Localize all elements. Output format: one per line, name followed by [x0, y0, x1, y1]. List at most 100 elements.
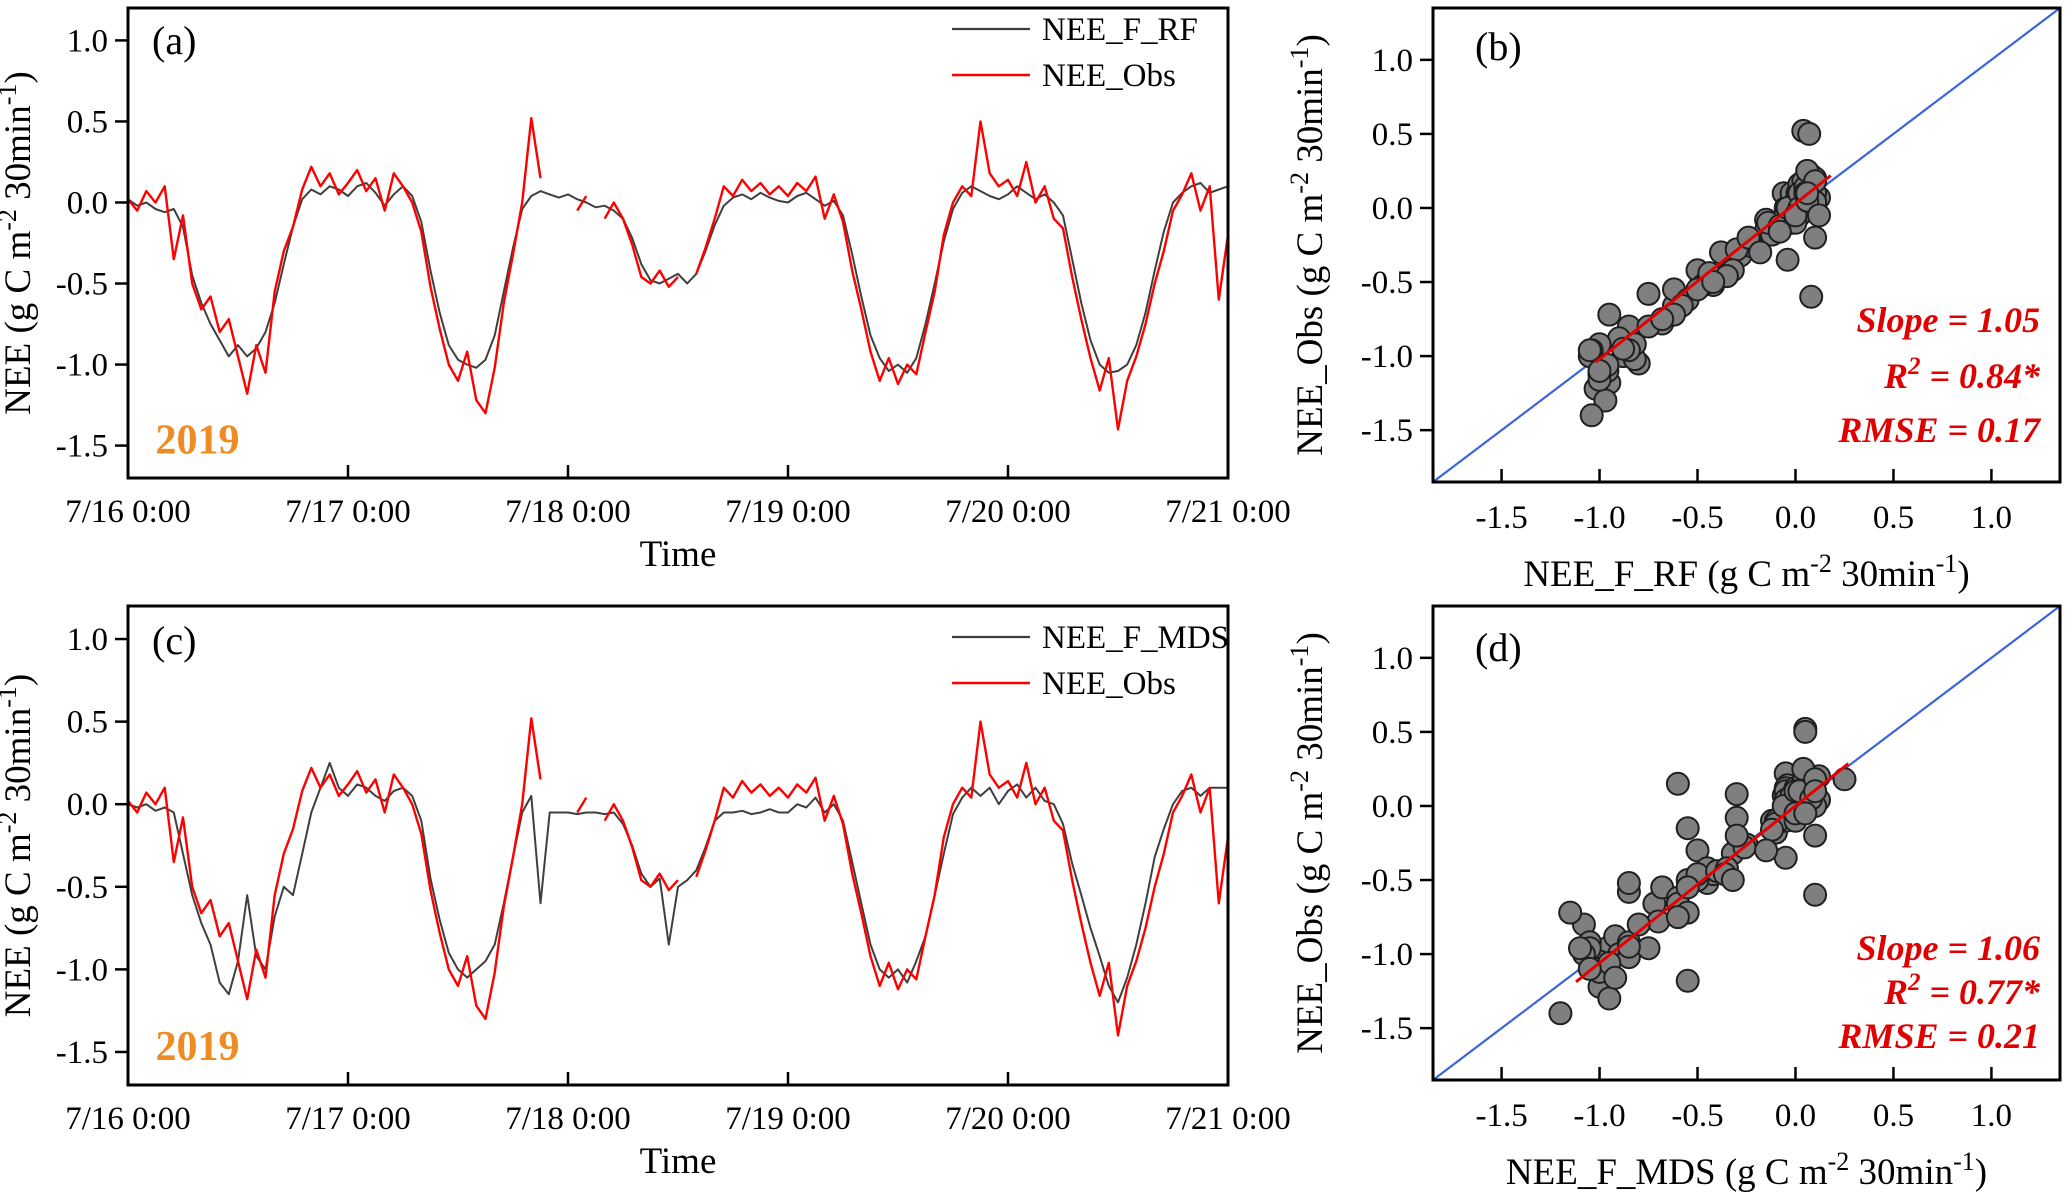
x-tick-label: 7/16 0:00	[65, 1101, 191, 1137]
x-tick-label: -1.5	[1475, 500, 1527, 536]
y-tick-label: 0.5	[67, 705, 108, 741]
x-tick-label: 7/21 0:00	[1165, 1101, 1291, 1137]
y-axis-title: NEE_Obs (g C m-2 30min-1)	[1285, 34, 1331, 456]
x-tick-label: 7/19 0:00	[725, 1101, 851, 1137]
plot-area	[1432, 7, 2061, 483]
scatter-point	[1797, 121, 1822, 146]
y-tick-label: -1.0	[56, 348, 108, 384]
x-tick-label: 7/20 0:00	[945, 494, 1071, 530]
scatter-point	[1597, 302, 1622, 327]
scatter-point	[1577, 338, 1602, 363]
legend-label: NEE_F_MDS	[1042, 620, 1229, 656]
legend-label: NEE_F_RF	[1042, 12, 1198, 48]
scatter-point	[1807, 203, 1831, 228]
y-tick-label: -0.5	[56, 267, 108, 303]
scatter-point	[1675, 875, 1700, 900]
y-axis-title: NEE (g C m-2 30min-1)	[0, 674, 39, 1017]
scatter-panel-d: -1.5 -1.0 -0.5 0.0 0.5 1.0 -1.5 -1.0 -0.5 0.0 0.5 1…	[1285, 604, 2062, 1193]
scatter-point	[1803, 823, 1828, 848]
panel-letter: (b)	[1475, 24, 1522, 69]
y-tick-label: -0.5	[56, 870, 108, 906]
scatter-point	[1793, 719, 1818, 744]
timeseries-panel-a: 7/16 0:00 7/17 0:00 7/18 0:00 7/19 0:00 7/20…	[0, 6, 1291, 575]
scatter-point	[1701, 270, 1726, 294]
y-tick-label: 0.0	[67, 185, 108, 221]
scatter-point	[1603, 965, 1628, 990]
scatter-points	[1577, 118, 1831, 428]
scatter-point	[1754, 838, 1779, 863]
scatter-point	[1665, 771, 1690, 796]
scatter-points	[1548, 716, 1857, 1026]
y-axis-title: NEE (g C m-2 30min-1)	[0, 71, 39, 414]
legend-label: NEE_Obs	[1042, 666, 1176, 702]
y-tick-label: 1.0	[1372, 43, 1413, 79]
x-tick-label: 7/21 0:00	[1165, 494, 1291, 530]
scatter-point	[1724, 823, 1749, 848]
scatter-point	[1548, 1001, 1573, 1026]
scatter-point	[1665, 905, 1690, 930]
x-tick-label: -1.0	[1573, 1098, 1625, 1134]
plot-area	[127, 117, 1230, 431]
y-tick-label: 1.0	[67, 622, 108, 658]
x-tick-label: 7/20 0:00	[945, 1101, 1071, 1137]
y-tick-label: -1.5	[1361, 413, 1413, 449]
y-tick-label: -1.5	[56, 429, 108, 465]
legend-label: NEE_Obs	[1042, 58, 1176, 94]
scatter-point	[1587, 358, 1612, 383]
legend: NEE_F_RF NEE_Obs	[952, 12, 1198, 94]
series-nee_f_rf	[127, 182, 1229, 374]
y-tick-label: -1.0	[1361, 339, 1413, 375]
scatter-point	[1803, 882, 1828, 907]
x-axis-title: Time	[640, 534, 717, 575]
plot-area	[1432, 605, 2061, 1081]
y-tick-label: 0.0	[1372, 191, 1413, 227]
y-tick-label: -0.5	[1361, 265, 1413, 301]
axes: -1.5 -1.0 -0.5 0.0 0.5 1.0 -1.5 -1.0 -0.5 0.0 0.5 1…	[1361, 604, 2062, 1134]
scatter-point	[1597, 986, 1622, 1011]
y-axis-title: NEE_Obs (g C m-2 30min-1)	[1285, 632, 1331, 1054]
scatter-point	[1724, 782, 1749, 807]
y-tick-label: 0.0	[1372, 789, 1413, 825]
x-axis-title: NEE_F_RF (g C m-2 30min-1)	[1523, 549, 1969, 595]
panel-letter: (d)	[1475, 625, 1522, 670]
x-tick-label: 0.5	[1873, 1098, 1914, 1134]
y-tick-label: 0.5	[1372, 117, 1413, 153]
x-tick-label: 7/18 0:00	[505, 494, 631, 530]
x-axis-title: Time	[640, 1141, 717, 1182]
y-tick-label: -1.5	[56, 1035, 108, 1071]
x-tick-label: -0.5	[1671, 1098, 1723, 1134]
scatter-point	[1616, 871, 1641, 895]
year-label: 2019	[156, 418, 240, 464]
y-tick-label: 1.0	[67, 23, 108, 59]
y-tick-label: 0.5	[67, 104, 108, 140]
scatter-point	[1803, 225, 1828, 250]
x-tick-label: -1.0	[1573, 500, 1625, 536]
x-tick-label: 7/17 0:00	[285, 494, 411, 530]
scatter-panel-b: -1.5 -1.0 -0.5 0.0 0.5 1.0 -1.5 -1.0 -0.5 0.0 0.5 1…	[1285, 6, 2062, 595]
scatter-point	[1793, 801, 1818, 826]
x-tick-label: 0.0	[1775, 500, 1816, 536]
panel-letter: (c)	[152, 618, 196, 663]
series-nee_obs	[127, 117, 1230, 431]
stats-line: Slope = 1.06	[1856, 928, 2040, 968]
x-axis-title: NEE_F_MDS (g C m-2 30min-1)	[1506, 1147, 1987, 1193]
regression-line	[1594, 174, 1832, 364]
y-tick-label: -1.0	[56, 952, 108, 988]
y-tick-label: 0.5	[1372, 715, 1413, 751]
regression-line	[1575, 762, 1850, 983]
x-tick-label: 7/16 0:00	[65, 494, 191, 530]
scatter-point	[1650, 307, 1675, 332]
scatter-point	[1799, 284, 1824, 309]
y-tick-label: 0.0	[67, 787, 108, 823]
y-tick-label: -0.5	[1361, 863, 1413, 899]
year-label: 2019	[156, 1024, 240, 1070]
x-tick-label: -0.5	[1671, 500, 1723, 536]
scatter-point	[1767, 219, 1792, 244]
series-nee_f_mds	[127, 761, 1228, 1004]
plot-border	[126, 6, 1230, 480]
scatter-point	[1636, 281, 1661, 306]
stats-line: R2 = 0.77*	[1883, 969, 2041, 1012]
plot-border	[126, 604, 1230, 1087]
y-tick-label: -1.5	[1361, 1011, 1413, 1047]
